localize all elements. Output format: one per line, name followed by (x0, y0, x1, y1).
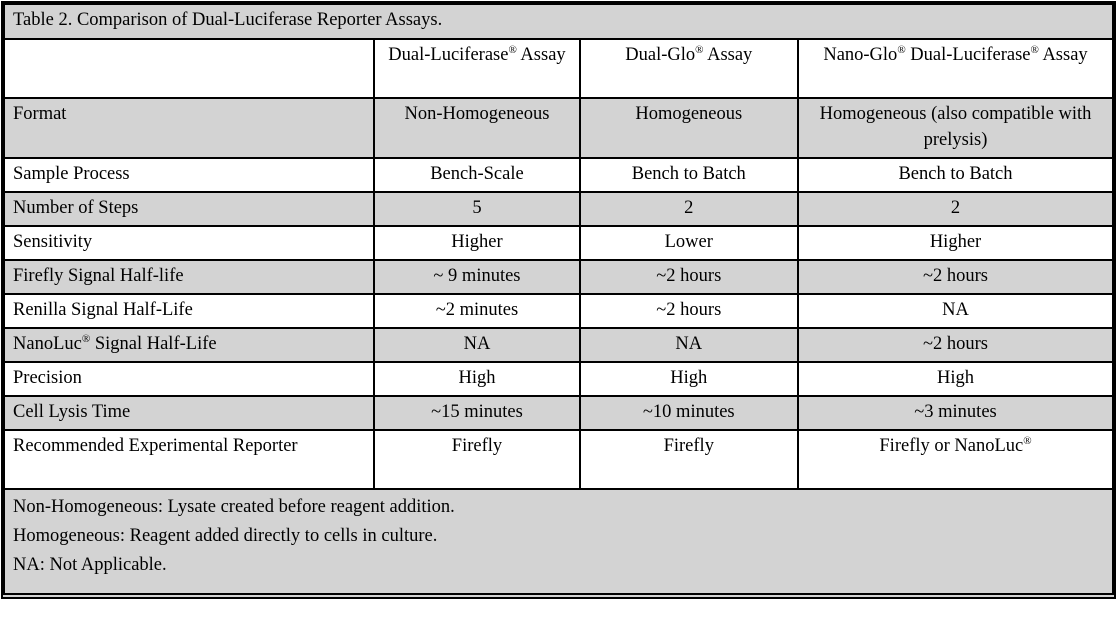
cell-value: ~2 hours (578, 293, 800, 329)
table-header-row: Dual-Luciferase® Assay Dual-Glo® Assay N… (2, 38, 1114, 99)
row-label: Renilla Signal Half-Life (2, 293, 376, 329)
cell-value: Firefly or NanoLuc® (797, 429, 1114, 490)
table-title-row: Table 2. Comparison of Dual-Luciferase R… (3, 3, 1114, 40)
cell-value: Higher (373, 225, 581, 261)
row-label: Recommended Experimental Reporter (2, 429, 376, 490)
cell-value: Homogeneous (578, 97, 800, 159)
dual-luciferase-comparison-table: Table 2. Comparison of Dual-Luciferase R… (2, 3, 1114, 595)
cell-value: Bench to Batch (797, 157, 1114, 193)
table-footnotes-row: Non-Homogeneous: Lysate created before r… (3, 488, 1114, 595)
row-label: Firefly Signal Half-life (2, 259, 376, 295)
row-label: Sensitivity (2, 225, 376, 261)
cell-value: NA (373, 327, 581, 363)
cell-value: High (797, 361, 1114, 397)
table-row-cell-lysis-time: Cell Lysis Time ~15 minutes ~10 minutes … (2, 395, 1114, 431)
cell-value: ~2 hours (797, 259, 1114, 295)
cell-value: Bench-Scale (373, 157, 581, 193)
header-empty-cell (2, 38, 376, 99)
cell-value: NA (797, 293, 1114, 329)
row-label: Precision (2, 361, 376, 397)
column-header-nano-glo: Nano-Glo® Dual-Luciferase® Assay (797, 38, 1114, 99)
table-row-format: Format Non-Homogeneous Homogeneous Homog… (2, 97, 1114, 159)
cell-value: ~ 9 minutes (373, 259, 581, 295)
footnote-na: NA: Not Applicable. (13, 555, 167, 575)
footnote-homogeneous: Homogeneous: Reagent added directly to c… (13, 526, 438, 546)
cell-value: Firefly (578, 429, 800, 490)
cell-value: ~15 minutes (373, 395, 581, 431)
row-label: Number of Steps (2, 191, 376, 227)
row-label: Cell Lysis Time (2, 395, 376, 431)
cell-value: 5 (373, 191, 581, 227)
row-label: Sample Process (2, 157, 376, 193)
cell-value: High (578, 361, 800, 397)
row-label: NanoLuc® Signal Half-Life (2, 327, 376, 363)
cell-value: Higher (797, 225, 1114, 261)
table-row-precision: Precision High High High (2, 361, 1114, 397)
cell-value: Bench to Batch (578, 157, 800, 193)
table-row-renilla-half-life: Renilla Signal Half-Life ~2 minutes ~2 h… (2, 293, 1114, 329)
table-row-nanoluc-half-life: NanoLuc® Signal Half-Life NA NA ~2 hours (2, 327, 1114, 363)
cell-value: Non-Homogeneous (373, 97, 581, 159)
cell-value: Homogeneous (also compatible with prelys… (797, 97, 1114, 159)
cell-value: Lower (578, 225, 800, 261)
cell-value: ~2 hours (797, 327, 1114, 363)
cell-value: 2 (797, 191, 1114, 227)
table-row-sample-process: Sample Process Bench-Scale Bench to Batc… (2, 157, 1114, 193)
table-row-sensitivity: Sensitivity Higher Lower Higher (2, 225, 1114, 261)
cell-value: ~3 minutes (797, 395, 1114, 431)
cell-value: NA (578, 327, 800, 363)
table-row-number-of-steps: Number of Steps 5 2 2 (2, 191, 1114, 227)
cell-value: High (373, 361, 581, 397)
cell-value: ~2 hours (578, 259, 800, 295)
comparison-table-container: Table 2. Comparison of Dual-Luciferase R… (1, 1, 1116, 599)
row-label: Format (2, 97, 376, 159)
cell-value: ~2 minutes (373, 293, 581, 329)
footnote-non-homogeneous: Non-Homogeneous: Lysate created before r… (13, 497, 455, 517)
table-row-firefly-half-life: Firefly Signal Half-life ~ 9 minutes ~2 … (2, 259, 1114, 295)
cell-value: 2 (578, 191, 800, 227)
cell-value: Firefly (373, 429, 581, 490)
table-title: Table 2. Comparison of Dual-Luciferase R… (3, 3, 1114, 40)
column-header-dual-luciferase: Dual-Luciferase® Assay (373, 38, 581, 99)
column-header-dual-glo: Dual-Glo® Assay (578, 38, 800, 99)
table-row-recommended-reporter: Recommended Experimental Reporter Firefl… (2, 429, 1114, 490)
cell-value: ~10 minutes (578, 395, 800, 431)
table-footnotes: Non-Homogeneous: Lysate created before r… (3, 488, 1114, 595)
